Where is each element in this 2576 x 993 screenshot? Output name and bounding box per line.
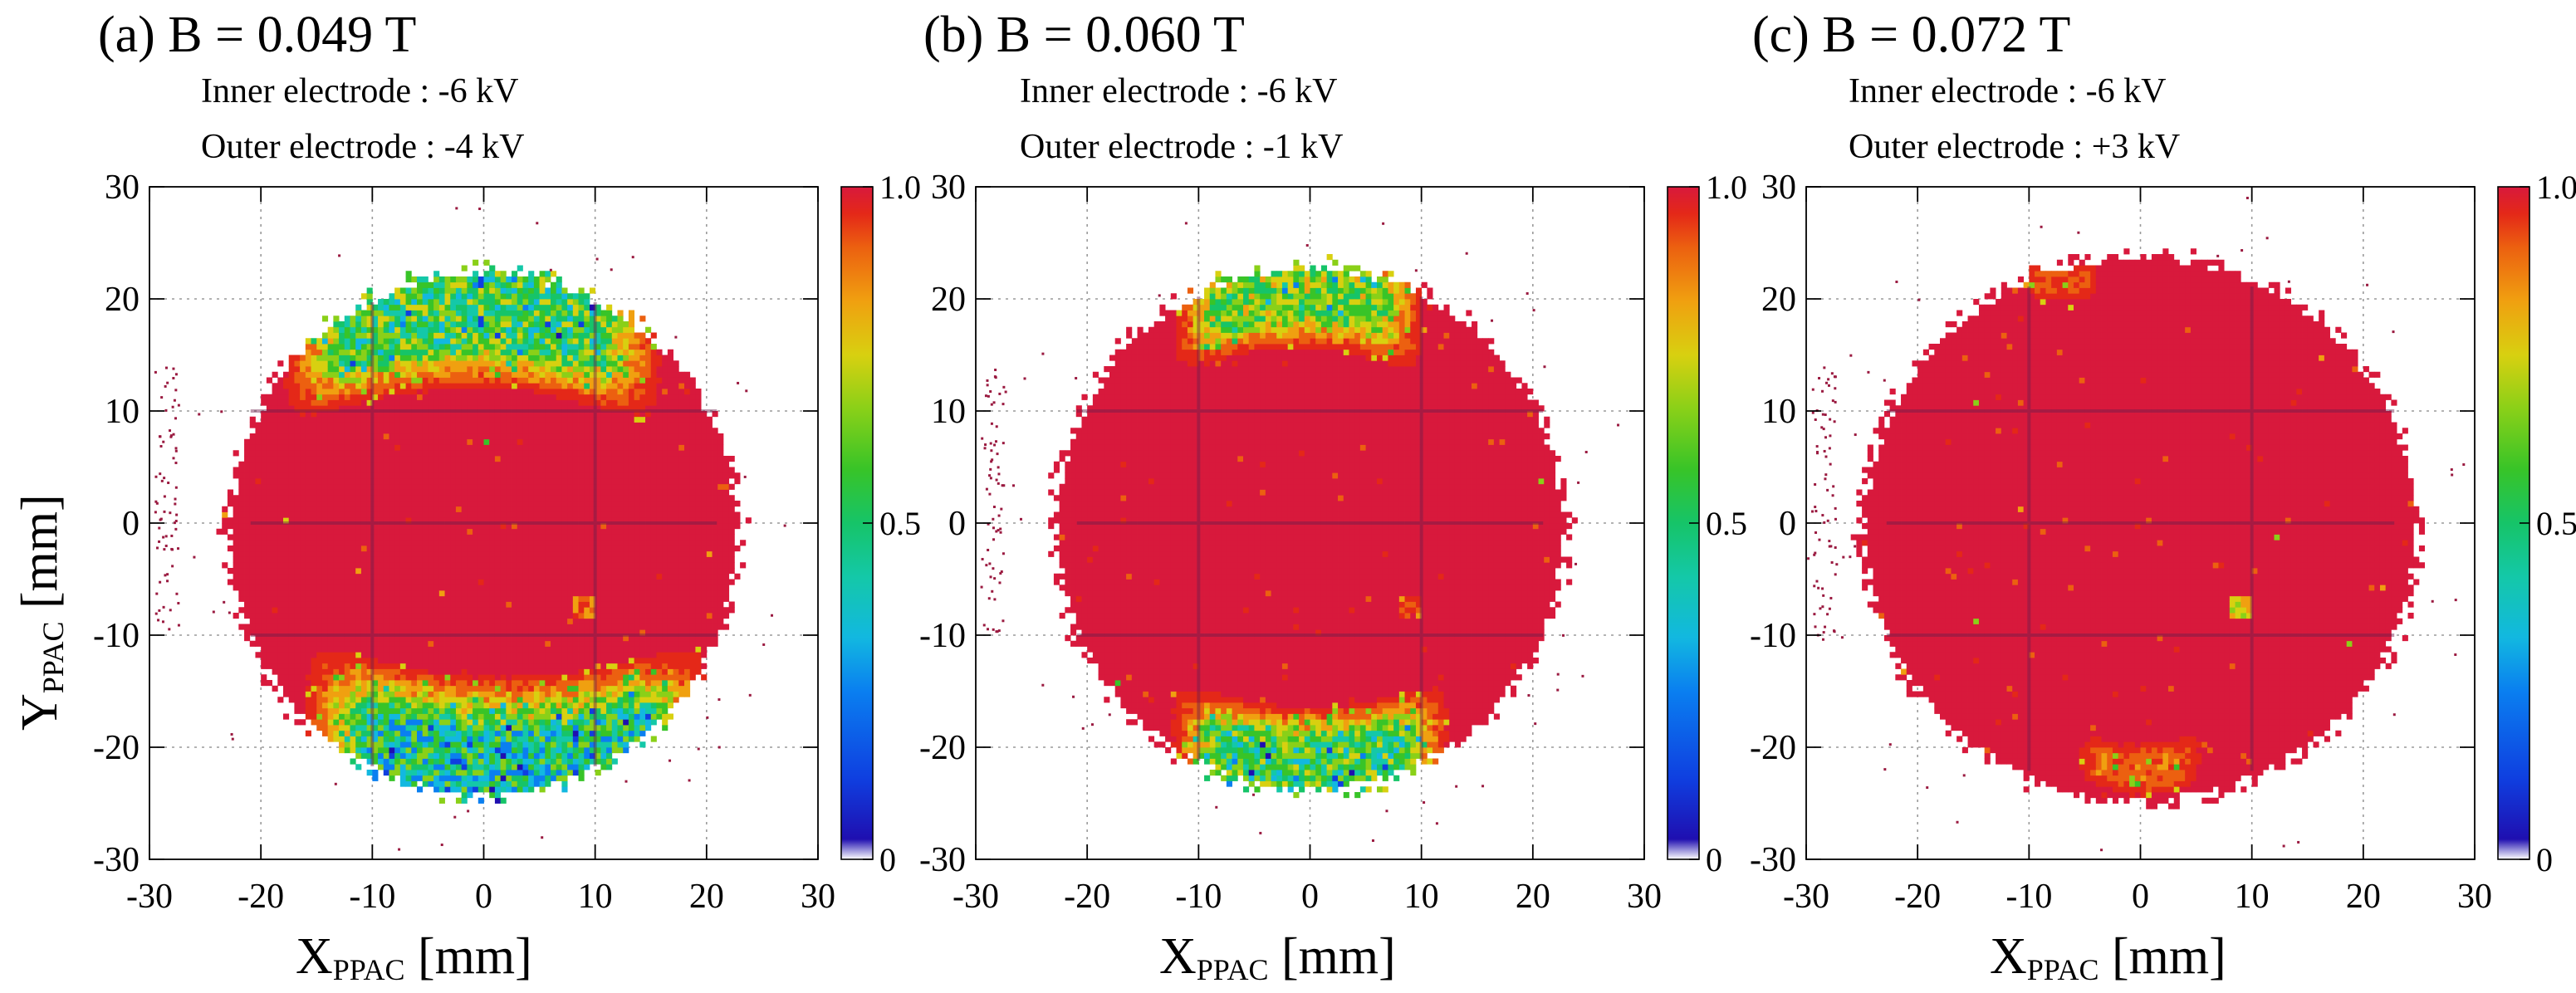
x-tick-label: -30 bbox=[1783, 878, 1829, 916]
panel-a-heatmap bbox=[149, 187, 818, 859]
panel-b-outer-electrode: Outer electrode : -1 kV bbox=[1020, 128, 1344, 166]
x-tick-label: -20 bbox=[238, 878, 284, 916]
panel-c-colorbar: 0 0.5 1.0 bbox=[2498, 169, 2576, 878]
x-tick-label: -30 bbox=[953, 878, 999, 916]
panel-c-outer-electrode: Outer electrode : +3 kV bbox=[1849, 128, 2180, 166]
colorbar-tick-label: 0 bbox=[1706, 841, 1722, 878]
y-tick-label: -10 bbox=[1750, 617, 1796, 655]
x-tick-label: 0 bbox=[1301, 878, 1319, 916]
x-tick-label: -30 bbox=[126, 878, 173, 916]
panel-a-colorbar: 0 0.5 1.0 bbox=[841, 169, 921, 878]
x-tick-label: 0 bbox=[475, 878, 492, 916]
y-tick-label: -10 bbox=[919, 617, 966, 655]
y-tick-label: 30 bbox=[1761, 169, 1796, 207]
panel-a-x-axis-label: XPPAC [mm] bbox=[296, 928, 532, 986]
y-tick-label: 30 bbox=[105, 169, 140, 207]
x-tick-label: 30 bbox=[1627, 878, 1662, 916]
colorbar-tick-label: 0.5 bbox=[2536, 505, 2576, 542]
x-tick-label: 30 bbox=[2457, 878, 2492, 916]
colorbar-tick-label: 0.5 bbox=[1706, 505, 1747, 542]
panel-a-inner-electrode: Inner electrode : -6 kV bbox=[201, 72, 519, 110]
y-tick-label: 0 bbox=[122, 505, 140, 543]
y-axis-label: YPPAC [mm] bbox=[12, 494, 70, 731]
y-tick-label: 10 bbox=[1761, 393, 1796, 431]
panel-b-colorbar: 0 0.5 1.0 bbox=[1668, 169, 1747, 878]
panel-b-title: (b) B = 0.060 T bbox=[923, 7, 1245, 63]
x-tick-label: 20 bbox=[689, 878, 724, 916]
y-tick-label: -30 bbox=[919, 841, 966, 879]
panel-c-title: (c) B = 0.072 T bbox=[1752, 7, 2070, 63]
panel-c-inner-electrode: Inner electrode : -6 kV bbox=[1849, 72, 2167, 110]
panel-a: (a) B = 0.049 T Inner electrode : -6 kV … bbox=[93, 7, 921, 986]
colorbar-tick-label: 1.0 bbox=[879, 169, 921, 206]
panel-b-inner-electrode: Inner electrode : -6 kV bbox=[1020, 72, 1338, 110]
y-tick-label: -30 bbox=[1750, 841, 1796, 879]
x-tick-label: 20 bbox=[1516, 878, 1550, 916]
panel-b: (b) B = 0.060 T Inner electrode : -6 kV … bbox=[919, 7, 1747, 986]
y-tick-label: -20 bbox=[919, 729, 966, 767]
colorbar-tick-label: 1.0 bbox=[2536, 169, 2576, 206]
y-tick-label: -10 bbox=[93, 617, 140, 655]
x-tick-label: 10 bbox=[1404, 878, 1439, 916]
x-tick-label: -10 bbox=[1175, 878, 1222, 916]
y-tick-label: 0 bbox=[1779, 505, 1796, 543]
x-tick-label: 30 bbox=[801, 878, 835, 916]
panel-a-title: (a) B = 0.049 T bbox=[98, 7, 416, 63]
y-tick-label: 20 bbox=[105, 281, 140, 319]
y-tick-label: 10 bbox=[105, 393, 140, 431]
x-tick-label: 20 bbox=[2346, 878, 2381, 916]
colorbar-tick-label: 0.5 bbox=[879, 505, 921, 542]
panel-c-x-axis-label: XPPAC [mm] bbox=[1990, 928, 2226, 986]
x-tick-label: 0 bbox=[2132, 878, 2149, 916]
y-tick-label: 20 bbox=[931, 281, 966, 319]
x-tick-label: -20 bbox=[1064, 878, 1110, 916]
panel-a-outer-electrode: Outer electrode : -4 kV bbox=[201, 128, 525, 166]
x-tick-label: -10 bbox=[2005, 878, 2052, 916]
x-tick-label: -20 bbox=[1894, 878, 1941, 916]
y-tick-label: -20 bbox=[93, 729, 140, 767]
colorbar-tick-label: 0 bbox=[2536, 841, 2553, 878]
y-tick-label: -20 bbox=[1750, 729, 1796, 767]
panel-b-heatmap bbox=[976, 187, 1644, 859]
y-tick-label: 30 bbox=[931, 169, 966, 207]
panel-c-heatmap bbox=[1806, 187, 2475, 859]
y-tick-label: 10 bbox=[931, 393, 966, 431]
x-tick-label: 10 bbox=[2235, 878, 2270, 916]
x-tick-label: 10 bbox=[578, 878, 613, 916]
y-tick-label: -30 bbox=[93, 841, 140, 879]
colorbar-tick-label: 1.0 bbox=[1706, 169, 1747, 206]
panel-b-x-axis-label: XPPAC [mm] bbox=[1159, 928, 1396, 986]
y-tick-label: 0 bbox=[948, 505, 966, 543]
y-tick-label: 20 bbox=[1761, 281, 1796, 319]
x-tick-label: -10 bbox=[349, 878, 395, 916]
panel-c: (c) B = 0.072 T Inner electrode : -6 kV … bbox=[1750, 7, 2576, 986]
colorbar-tick-label: 0 bbox=[879, 841, 896, 878]
